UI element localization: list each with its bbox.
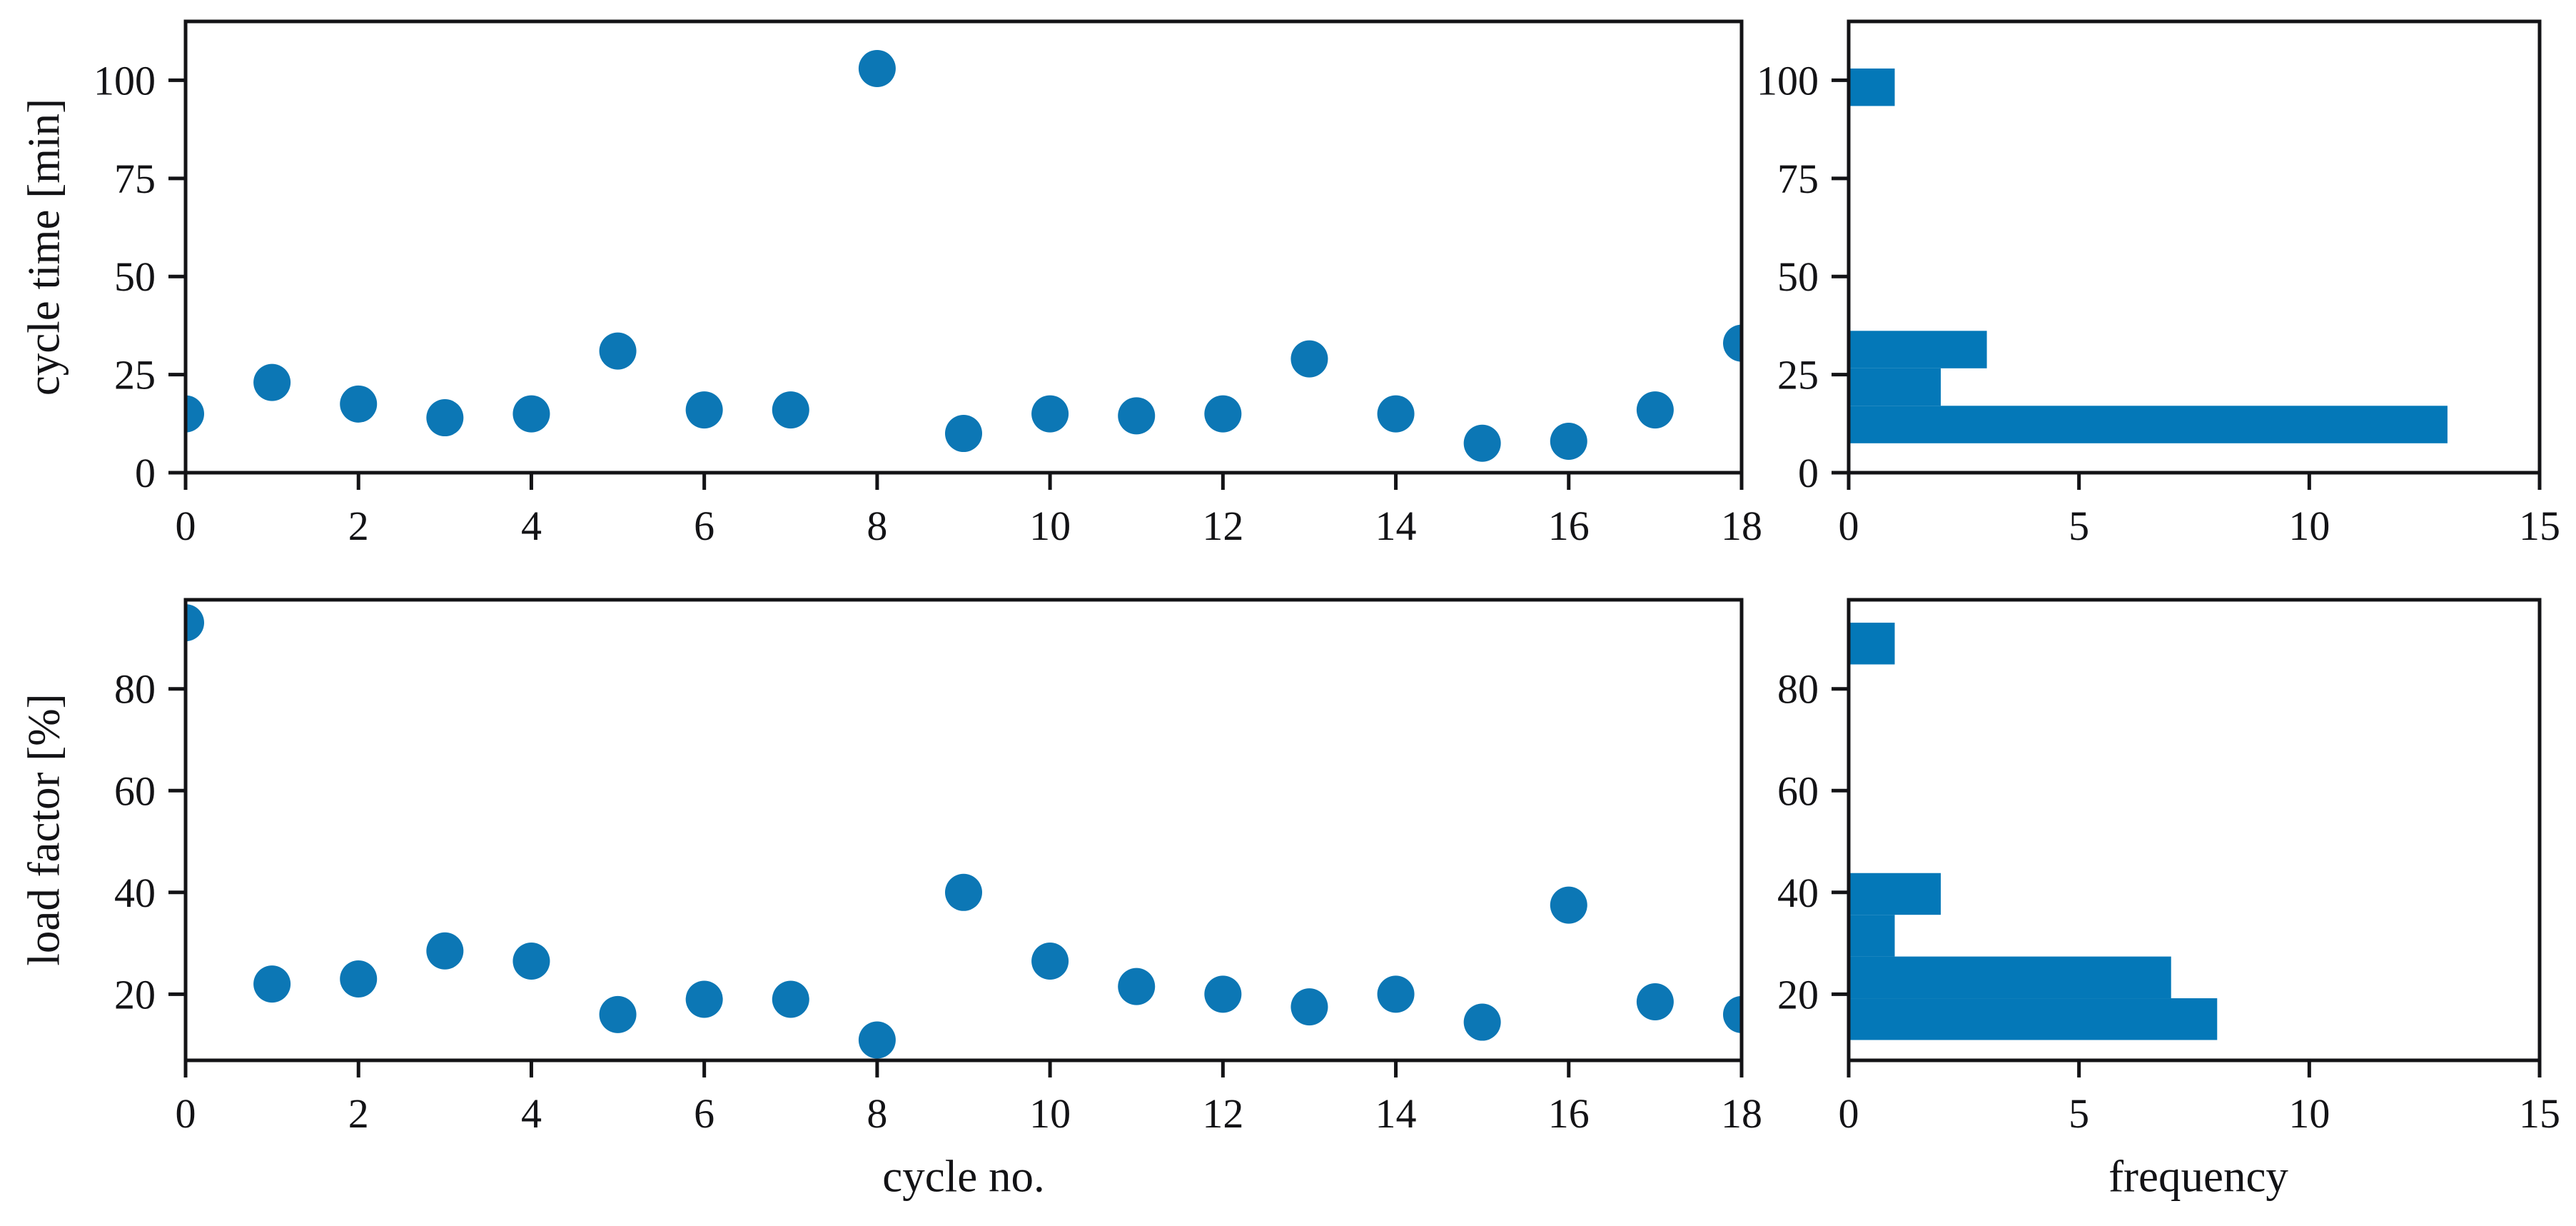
svg-text:75: 75 bbox=[114, 156, 156, 202]
svg-text:15: 15 bbox=[2519, 1090, 2560, 1137]
svg-text:5: 5 bbox=[2069, 1090, 2089, 1137]
svg-text:20: 20 bbox=[1777, 971, 1819, 1018]
svg-text:8: 8 bbox=[867, 503, 887, 549]
load-factor-scatter-canvas: 0 2 4 6 8 10 12 14 16 18 20 40 60 80 bbox=[114, 598, 1762, 1137]
svg-text:16: 16 bbox=[1548, 1090, 1590, 1137]
load-factor-scatter-plot: 0 2 4 6 8 10 12 14 16 18 20 40 60 80 bbox=[57, 582, 1763, 1178]
svg-text:14: 14 bbox=[1375, 1090, 1417, 1137]
svg-text:40: 40 bbox=[1777, 870, 1819, 916]
svg-text:0: 0 bbox=[176, 503, 196, 549]
svg-text:80: 80 bbox=[114, 666, 156, 713]
svg-text:6: 6 bbox=[694, 1090, 714, 1137]
svg-text:10: 10 bbox=[2288, 1090, 2330, 1137]
svg-text:18: 18 bbox=[1721, 503, 1762, 549]
svg-text:50: 50 bbox=[114, 253, 156, 300]
svg-text:60: 60 bbox=[114, 768, 156, 814]
svg-text:0: 0 bbox=[1798, 450, 1819, 496]
svg-text:2: 2 bbox=[348, 1090, 369, 1137]
svg-text:6: 6 bbox=[694, 503, 714, 549]
svg-text:12: 12 bbox=[1202, 1090, 1243, 1137]
cycle-no-x-axis-label: cycle no. bbox=[882, 1151, 1045, 1202]
svg-text:40: 40 bbox=[114, 870, 156, 916]
svg-text:0: 0 bbox=[1839, 503, 1859, 549]
cycle-time-y-axis-label: cycle time [min] bbox=[19, 98, 69, 396]
svg-text:15: 15 bbox=[2519, 503, 2560, 549]
svg-text:0: 0 bbox=[176, 1090, 196, 1137]
load-factor-y-axis-label: load factor [%] bbox=[19, 693, 69, 966]
svg-text:80: 80 bbox=[1777, 666, 1819, 713]
svg-text:8: 8 bbox=[867, 1090, 887, 1137]
svg-text:10: 10 bbox=[2288, 503, 2330, 549]
svg-text:4: 4 bbox=[521, 503, 542, 549]
svg-text:10: 10 bbox=[1029, 1090, 1071, 1137]
frequency-x-axis-label: frequency bbox=[2108, 1151, 2288, 1202]
svg-text:12: 12 bbox=[1202, 503, 1243, 549]
svg-text:25: 25 bbox=[114, 352, 156, 398]
svg-text:16: 16 bbox=[1548, 503, 1590, 549]
svg-text:100: 100 bbox=[94, 57, 156, 104]
svg-text:2: 2 bbox=[348, 503, 369, 549]
svg-text:4: 4 bbox=[521, 1090, 542, 1137]
svg-text:14: 14 bbox=[1375, 503, 1417, 549]
svg-text:0: 0 bbox=[1839, 1090, 1859, 1137]
cycle-time-histogram-canvas: 0 5 10 15 0 25 50 75 100 bbox=[1757, 19, 2560, 549]
svg-text:5: 5 bbox=[2069, 503, 2089, 549]
svg-text:10: 10 bbox=[1029, 503, 1071, 549]
svg-text:0: 0 bbox=[135, 450, 156, 496]
load-factor-histogram-plot: 0 5 10 15 20 40 60 80 bbox=[1720, 582, 2561, 1178]
load-factor-histogram-canvas: 0 5 10 15 20 40 60 80 bbox=[1777, 598, 2560, 1137]
svg-text:60: 60 bbox=[1777, 768, 1819, 814]
svg-text:25: 25 bbox=[1777, 352, 1819, 398]
cycle-time-scatter-plot: 0 2 4 6 8 10 12 14 16 18 0 25 50 75 100 bbox=[57, 4, 1763, 591]
cycle-time-histogram-plot: 0 5 10 15 0 25 50 75 100 bbox=[1720, 4, 2561, 591]
cycle-time-scatter-canvas: 0 2 4 6 8 10 12 14 16 18 0 25 50 75 100 bbox=[94, 19, 1762, 549]
svg-text:50: 50 bbox=[1777, 253, 1819, 300]
svg-text:100: 100 bbox=[1757, 57, 1819, 104]
svg-text:75: 75 bbox=[1777, 156, 1819, 202]
svg-text:18: 18 bbox=[1721, 1090, 1762, 1137]
svg-text:20: 20 bbox=[114, 971, 156, 1018]
